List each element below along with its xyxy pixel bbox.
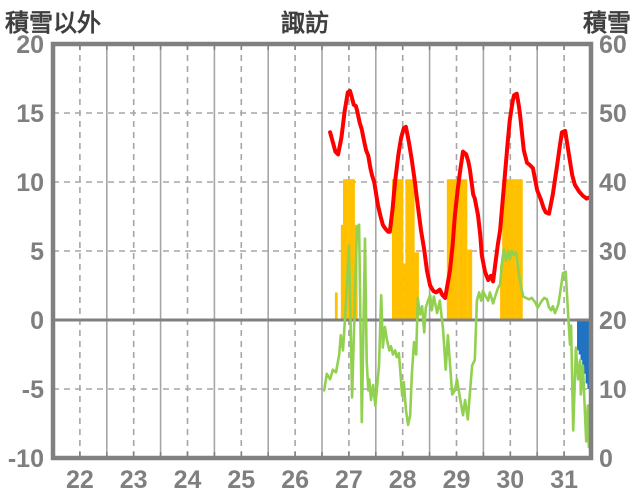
svg-text:40: 40 [599,169,627,197]
svg-text:26: 26 [281,466,309,494]
svg-text:30: 30 [599,238,627,266]
svg-text:10: 10 [16,169,44,197]
chart-header: 積雪以外 諏訪 積雪 [0,3,636,37]
chart-title: 諏訪 [281,10,329,37]
right-axis-title: 積雪 [583,10,631,37]
svg-text:31: 31 [550,466,578,494]
svg-text:25: 25 [227,466,255,494]
svg-text:10: 10 [599,376,627,404]
svg-text:30: 30 [496,466,524,494]
svg-text:-10: -10 [8,445,44,473]
svg-text:50: 50 [599,100,627,128]
svg-text:0: 0 [30,307,44,335]
svg-text:-5: -5 [22,376,44,404]
svg-text:24: 24 [174,466,202,494]
left-axis-title: 積雪以外 [5,10,101,37]
svg-text:20: 20 [16,31,44,59]
svg-text:22: 22 [66,466,94,494]
svg-text:20: 20 [599,307,627,335]
svg-text:5: 5 [30,238,44,266]
svg-text:15: 15 [16,100,44,128]
svg-text:28: 28 [389,466,417,494]
svg-text:27: 27 [335,466,363,494]
svg-text:23: 23 [120,466,148,494]
svg-text:60: 60 [599,31,627,59]
svg-text:0: 0 [599,445,613,473]
svg-text:29: 29 [443,466,471,494]
